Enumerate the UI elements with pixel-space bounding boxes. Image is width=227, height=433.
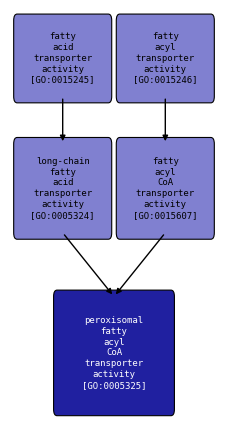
FancyBboxPatch shape bbox=[116, 138, 213, 239]
FancyBboxPatch shape bbox=[53, 290, 174, 416]
Text: long-chain
fatty
acid
transporter
activity
[GO:0005324]: long-chain fatty acid transporter activi… bbox=[30, 157, 94, 220]
FancyBboxPatch shape bbox=[14, 138, 111, 239]
Text: fatty
acyl
transporter
activity
[GO:0015246]: fatty acyl transporter activity [GO:0015… bbox=[133, 32, 197, 84]
FancyBboxPatch shape bbox=[14, 14, 111, 103]
Text: peroxisomal
fatty
acyl
CoA
transporter
activity
[GO:0005325]: peroxisomal fatty acyl CoA transporter a… bbox=[81, 316, 146, 390]
Text: fatty
acid
transporter
activity
[GO:0015245]: fatty acid transporter activity [GO:0015… bbox=[30, 32, 94, 84]
FancyBboxPatch shape bbox=[116, 14, 213, 103]
Text: fatty
acyl
CoA
transporter
activity
[GO:0015607]: fatty acyl CoA transporter activity [GO:… bbox=[133, 157, 197, 220]
